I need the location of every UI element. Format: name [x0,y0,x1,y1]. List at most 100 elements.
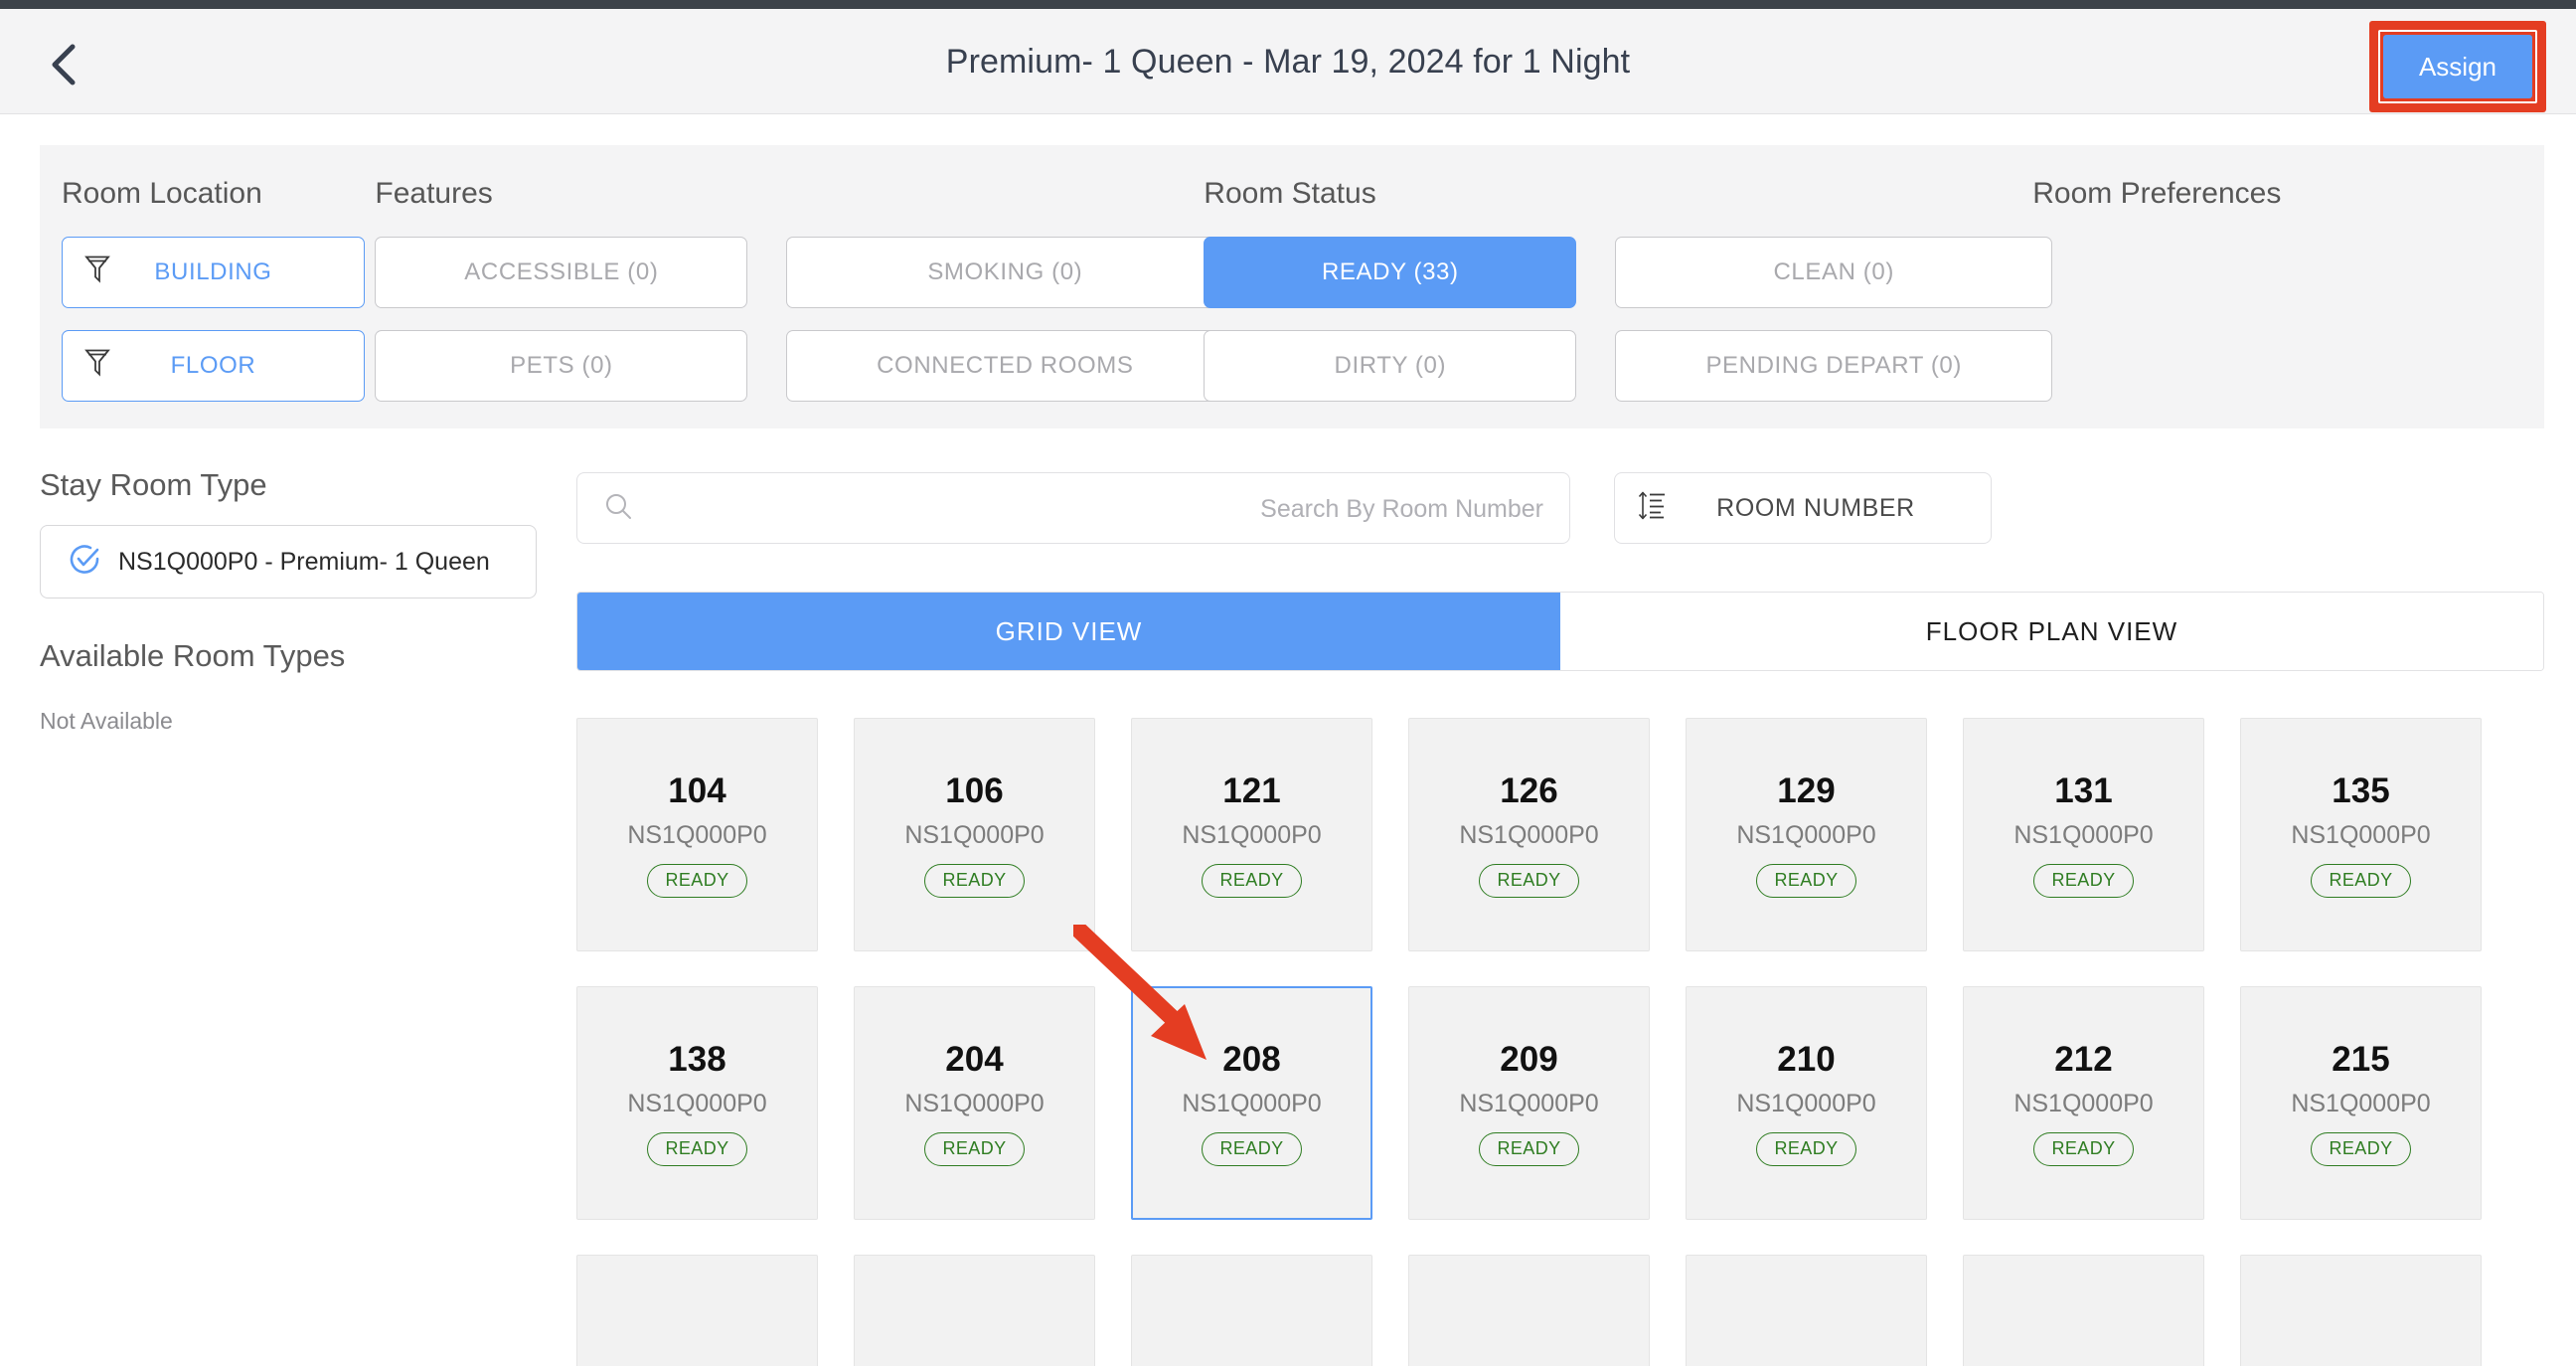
room-number: 209 [1500,1040,1558,1079]
funnel-icon [84,255,110,291]
page-header: Premium- 1 Queen - Mar 19, 2024 for 1 Ni… [0,9,2576,114]
room-number: 104 [668,771,726,810]
room-number: 121 [1222,771,1281,810]
room-card[interactable]: 135 NS1Q000P0 READY [2240,718,2482,951]
room-type-code: NS1Q000P0 [1459,1090,1599,1117]
search-field-wrapper[interactable] [576,472,1570,545]
room-number: 208 [1222,1040,1281,1079]
room-number: 138 [668,1040,726,1079]
filter-group-title: Room Status [1204,177,1376,210]
filter-dirty-button[interactable]: DIRTY (0) [1204,330,1577,402]
status-badge: READY [924,1132,1025,1166]
page-title: Premium- 1 Queen - Mar 19, 2024 for 1 Ni… [945,42,1631,81]
filter-group-title: Features [375,177,493,210]
filter-panel: Room Location BUILDING [40,145,2544,428]
sort-label: ROOM NUMBER [1716,493,1915,522]
filter-building-label: BUILDING [154,258,272,285]
status-badge: READY [2033,1132,2134,1166]
room-number: 129 [1777,771,1836,810]
room-card[interactable] [576,1255,818,1366]
room-card[interactable] [1408,1255,1650,1366]
status-badge: READY [1202,864,1302,898]
room-card[interactable]: 215 NS1Q000P0 READY [2240,986,2482,1220]
room-card[interactable] [1131,1255,1372,1366]
room-card[interactable] [1963,1255,2204,1366]
room-type-code: NS1Q000P0 [1182,1090,1322,1117]
search-input[interactable] [848,473,1543,545]
room-number: 126 [1500,771,1558,810]
room-card[interactable]: 138 NS1Q000P0 READY [576,986,818,1220]
room-number: 212 [2054,1040,2113,1079]
room-type-code: NS1Q000P0 [904,821,1045,849]
status-badge: READY [2311,1132,2411,1166]
filter-pending-depart-button[interactable]: PENDING DEPART (0) [1615,330,2053,402]
room-card[interactable]: 106 NS1Q000P0 READY [854,718,1095,951]
sidebar: Stay Room Type NS1Q000P0 - Premium- 1 Qu… [40,467,576,735]
status-badge: READY [647,864,747,898]
tab-floor-plan-view[interactable]: FLOOR PLAN VIEW [1560,593,2543,670]
funnel-icon [84,348,110,385]
room-card[interactable]: 204 NS1Q000P0 READY [854,986,1095,1220]
window-chrome-strip [0,0,2576,9]
check-circle-icon [69,544,100,581]
filter-group-room-location: Room Location BUILDING [62,177,375,424]
filter-smoking-button[interactable]: SMOKING (0) [786,237,1224,308]
status-badge: READY [1479,1132,1579,1166]
filter-group-room-status: Room Status READY (33) DIRTY (0) [1204,177,1615,424]
filter-group-title: Room Preferences [2032,177,2282,210]
stay-room-type-chip[interactable]: NS1Q000P0 - Premium- 1 Queen [40,525,537,598]
filter-floor-button[interactable]: FLOOR [62,330,365,402]
room-number: 204 [945,1040,1004,1079]
room-type-code: NS1Q000P0 [627,821,767,849]
room-type-code: NS1Q000P0 [2013,1090,2154,1117]
filter-connected-rooms-button[interactable]: CONNECTED ROOMS [786,330,1224,402]
assign-highlight-inner: Assign [2378,30,2537,103]
room-card[interactable]: 212 NS1Q000P0 READY [1963,986,2204,1220]
room-card[interactable] [854,1255,1095,1366]
back-button[interactable] [40,41,87,88]
filter-spacer [1615,177,2032,211]
room-type-code: NS1Q000P0 [2291,821,2431,849]
status-badge: READY [2033,864,2134,898]
room-card[interactable]: 129 NS1Q000P0 READY [1686,718,1927,951]
view-tabs: GRID VIEW FLOOR PLAN VIEW [576,592,2544,671]
room-type-code: NS1Q000P0 [2291,1090,2431,1117]
room-card[interactable]: 210 NS1Q000P0 READY [1686,986,1927,1220]
status-badge: READY [1202,1132,1302,1166]
filter-group-features-col2: SMOKING (0) CONNECTED ROOMS [786,177,1224,424]
filter-group-room-preferences: Room Preferences [2032,177,2522,424]
room-number: 131 [2054,771,2113,810]
filter-group-features: Features ACCESSIBLE (0) PETS (0) [375,177,786,424]
room-card[interactable]: 121 NS1Q000P0 READY [1131,718,1372,951]
sort-selector[interactable]: ROOM NUMBER [1614,472,1992,544]
room-card[interactable]: 131 NS1Q000P0 READY [1963,718,2204,951]
assign-highlight-box: Assign [2369,21,2546,112]
filter-ready-button[interactable]: READY (33) [1204,237,1577,308]
assign-button[interactable]: Assign [2383,35,2532,98]
room-card[interactable]: 126 NS1Q000P0 READY [1408,718,1650,951]
room-card[interactable] [1686,1255,1927,1366]
room-card[interactable]: 208 NS1Q000P0 READY [1131,986,1372,1220]
search-icon [603,491,633,526]
status-badge: READY [924,864,1025,898]
filter-clean-button[interactable]: CLEAN (0) [1615,237,2053,308]
room-card[interactable]: 104 NS1Q000P0 READY [576,718,818,951]
available-room-types-heading: Available Room Types [40,638,346,673]
room-number: 135 [2332,771,2390,810]
status-badge: READY [1756,864,1856,898]
filter-spacer [786,177,1204,211]
room-card[interactable] [2240,1255,2482,1366]
room-type-code: NS1Q000P0 [904,1090,1045,1117]
room-number: 215 [2332,1040,2390,1079]
room-card[interactable]: 209 NS1Q000P0 READY [1408,986,1650,1220]
tab-grid-view[interactable]: GRID VIEW [577,593,1560,670]
room-type-code: NS1Q000P0 [1182,821,1322,849]
filter-accessible-button[interactable]: ACCESSIBLE (0) [375,237,748,308]
filter-building-button[interactable]: BUILDING [62,237,365,308]
filter-floor-label: FLOOR [170,352,256,379]
room-number: 210 [1777,1040,1836,1079]
room-number: 106 [945,771,1004,810]
filter-pets-button[interactable]: PETS (0) [375,330,748,402]
room-type-code: NS1Q000P0 [627,1090,767,1117]
